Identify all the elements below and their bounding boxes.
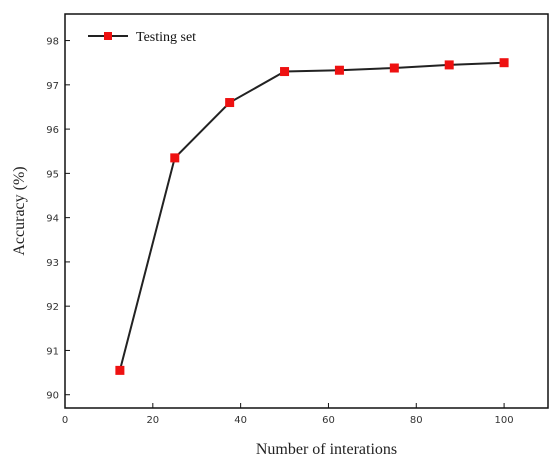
x-tick-label: 20 [146,415,159,426]
y-tick-label: 94 [46,214,59,225]
y-tick-label: 91 [46,346,59,357]
legend: Testing set [88,30,196,45]
series-line [118,61,505,371]
y-tick-label: 95 [46,169,59,180]
data-point [115,365,125,375]
x-tick-label: 60 [322,415,335,426]
y-axis-label: Accuracy (%) [11,166,28,255]
data-point [389,63,399,73]
y-tick-label: 96 [46,125,59,136]
x-tick-label: 80 [410,415,423,426]
data-point [499,58,509,68]
y-tick-label: 90 [46,391,59,402]
x-tick-label: 0 [62,415,68,426]
series-layer [115,58,509,375]
legend-marker [104,32,112,40]
x-tick-label: 40 [234,415,247,426]
y-tick-label: 98 [46,37,59,48]
y-tick-label: 97 [46,81,59,92]
data-point [225,98,235,108]
y-tick-label: 93 [46,258,59,269]
y-tick-label: 92 [46,302,59,313]
plot-area-border [64,13,549,409]
data-point [280,67,290,77]
plot-frame [64,13,549,409]
legend-label: Testing set [136,30,196,45]
data-point [170,153,180,163]
x-tick-label: 100 [495,415,514,426]
x-axis-label: Number of interations [256,441,397,458]
data-point [444,60,454,70]
data-point [334,65,344,75]
x-axis: 0 20 40 60 80 100 [62,403,514,426]
y-axis: 90 91 92 93 94 95 96 97 98 [46,37,70,402]
